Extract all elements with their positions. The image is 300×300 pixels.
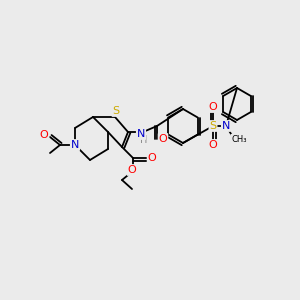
Text: N: N <box>222 121 230 131</box>
Text: O: O <box>128 165 136 175</box>
Text: H: H <box>140 135 148 145</box>
Text: S: S <box>112 106 120 116</box>
Text: O: O <box>148 153 156 163</box>
Text: S: S <box>209 121 217 131</box>
Text: O: O <box>40 130 48 140</box>
Text: O: O <box>208 102 217 112</box>
Text: N: N <box>137 129 145 139</box>
Text: O: O <box>159 134 167 144</box>
Text: CH₃: CH₃ <box>231 134 247 143</box>
Text: N: N <box>71 140 79 150</box>
Text: O: O <box>208 140 217 150</box>
